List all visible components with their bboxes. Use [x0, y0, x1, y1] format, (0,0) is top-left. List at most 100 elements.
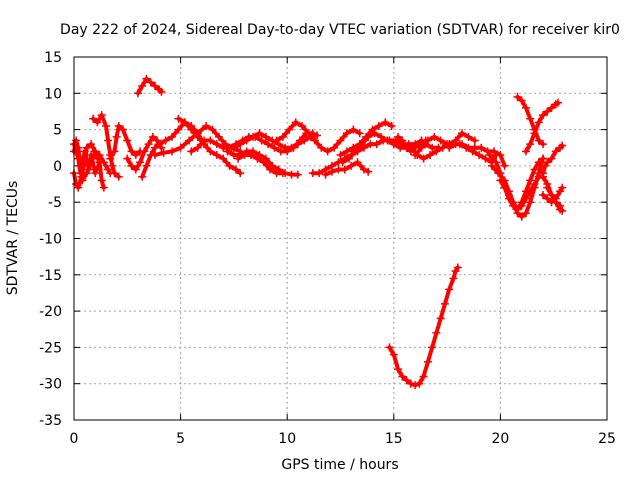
series-arc-11.8 [321, 158, 373, 179]
data-point-marker [458, 140, 467, 149]
data-point-marker [372, 140, 381, 149]
data-point-marker [142, 74, 151, 83]
data-point-marker [236, 169, 245, 178]
data-point-marker [87, 158, 96, 167]
data-point-marker [364, 132, 373, 141]
data-point-marker [359, 165, 368, 174]
data-point-marker [387, 121, 396, 130]
data-point-marker [539, 111, 548, 120]
data-point-marker [78, 176, 87, 185]
data-point-marker [517, 201, 526, 210]
data-point-marker [127, 147, 136, 156]
data-point-marker [293, 140, 302, 149]
data-point-marker [219, 154, 228, 163]
data-point-marker [426, 151, 435, 160]
x-tick-label: 10 [278, 431, 296, 447]
data-point-marker [539, 154, 548, 163]
data-point-marker [266, 165, 275, 174]
data-point-marker [526, 140, 535, 149]
data-point-marker [553, 98, 562, 107]
data-point-marker [76, 161, 85, 170]
data-point-marker [242, 136, 251, 145]
data-point-marker [104, 136, 113, 145]
data-series [70, 74, 567, 390]
data-point-marker [539, 169, 548, 178]
data-point-marker [521, 194, 530, 203]
data-point-marker [509, 198, 518, 207]
data-point-marker [342, 147, 351, 156]
series-arc-17.6 [445, 140, 509, 170]
x-tick-label: 5 [176, 431, 185, 447]
data-point-marker [345, 154, 354, 163]
series-arc-2.5 [123, 132, 166, 174]
data-point-marker [353, 158, 362, 167]
data-point-marker [530, 180, 539, 189]
data-point-marker [101, 121, 110, 130]
x-tick-label: 20 [491, 431, 509, 447]
data-point-marker [155, 140, 164, 149]
x-tick-labels: 0 5 10 15 20 25 [70, 431, 616, 447]
x-tick-label: 0 [70, 431, 79, 447]
data-point-marker [206, 147, 215, 156]
data-point-marker [543, 194, 552, 203]
series-dip-arc [385, 263, 462, 390]
y-tick-label: 10 [44, 86, 62, 102]
data-point-marker [551, 194, 560, 203]
data-point-marker [547, 198, 556, 207]
data-point-marker [411, 143, 420, 152]
data-point-marker [530, 129, 539, 138]
data-point-marker [543, 158, 552, 167]
data-point-marker [321, 170, 330, 179]
data-point-marker [82, 143, 91, 152]
data-point-marker [300, 136, 309, 145]
data-point-marker [406, 147, 415, 156]
data-point-marker [317, 143, 326, 152]
data-point-marker [253, 154, 262, 163]
data-point-marker [419, 372, 428, 381]
y-tick-label: -30 [39, 377, 62, 393]
data-point-marker [208, 125, 217, 134]
data-point-marker [99, 183, 108, 192]
data-point-marker [127, 161, 136, 170]
data-point-marker [513, 205, 522, 214]
series-late-f [539, 141, 567, 178]
data-point-marker [521, 147, 530, 156]
series-arc-15.2 [394, 132, 443, 156]
data-point-marker [440, 299, 449, 308]
series-arc-1.7 [106, 121, 145, 163]
data-point-marker [370, 129, 379, 138]
data-point-marker [551, 147, 560, 156]
data-point-marker [293, 170, 302, 179]
data-point-marker [225, 161, 234, 170]
data-point-marker [187, 125, 196, 134]
data-point-marker [338, 158, 347, 167]
data-point-marker [434, 143, 443, 152]
data-point-marker [351, 147, 360, 156]
data-point-marker [278, 132, 287, 141]
data-point-marker [272, 136, 281, 145]
data-point-marker [558, 141, 567, 150]
data-point-marker [421, 140, 430, 149]
data-point-marker [336, 151, 345, 160]
data-point-marker [521, 209, 530, 218]
data-point-marker [419, 154, 428, 163]
data-point-marker [123, 136, 132, 145]
data-point-marker [496, 151, 505, 160]
y-tick-label: -25 [39, 340, 62, 356]
data-point-marker [310, 136, 319, 145]
series-line [387, 265, 460, 388]
data-point-marker [74, 143, 83, 152]
data-point-marker [110, 169, 119, 178]
data-point-marker [119, 125, 128, 134]
data-point-marker [547, 103, 556, 112]
data-point-marker [445, 143, 454, 152]
data-point-marker [287, 143, 296, 152]
data-point-marker [496, 176, 505, 185]
data-point-marker [110, 147, 119, 156]
data-point-marker [114, 121, 123, 130]
data-point-marker [458, 129, 467, 138]
data-point-marker [526, 187, 535, 196]
data-point-marker [323, 147, 332, 156]
data-point-marker [249, 132, 258, 141]
data-point-marker [157, 87, 166, 96]
